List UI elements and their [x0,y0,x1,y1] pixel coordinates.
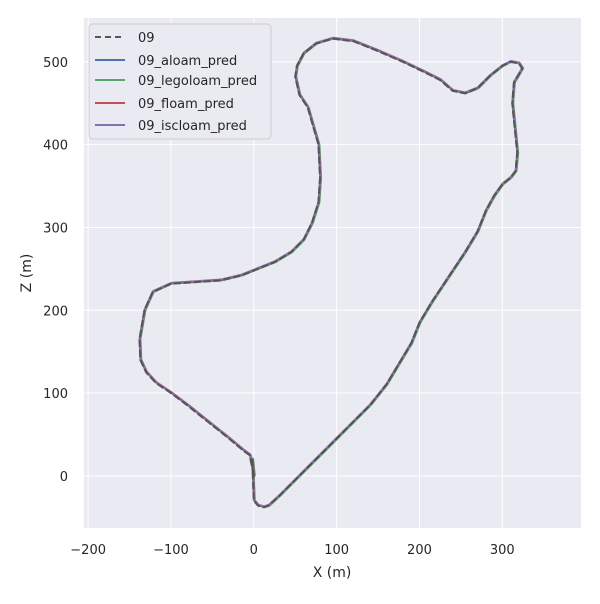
y-tick-label-1: 100 [43,387,68,402]
x-axis-label: X (m) [313,565,352,581]
legend-box [88,23,272,140]
legend-label-09: 09 [138,31,155,46]
x-tick-label-5: 300 [490,543,515,558]
y-axis-label: Z (m) [19,254,35,293]
y-tick-label-4: 400 [43,139,68,154]
x-tick-label-0: −200 [70,543,106,558]
legend-label-legoloam: 09_legoloam_pred [138,74,257,89]
legend: 09 09_aloam_pred 09_legoloam_pred 09_flo… [88,23,272,140]
legend-label-floam: 09_floam_pred [138,97,234,112]
series-layer [138,36,525,509]
legend-label-aloam: 09_aloam_pred [138,54,237,69]
x-tick-label-4: 200 [407,543,432,558]
series-line-09 [138,37,524,509]
tick-layer: −200 −100 0 100 200 300 0 100 200 300 400 500 [43,56,515,558]
y-tick-label-5: 500 [43,56,68,71]
y-tick-label-2: 200 [43,304,68,319]
x-tick-label-1: −100 [153,543,189,558]
y-tick-label-3: 300 [43,221,68,236]
x-tick-label-2: 0 [250,543,258,558]
legend-label-iscloam: 09_iscloam_pred [138,119,247,134]
y-tick-label-0: 0 [60,470,68,485]
x-tick-label-3: 100 [324,543,349,558]
